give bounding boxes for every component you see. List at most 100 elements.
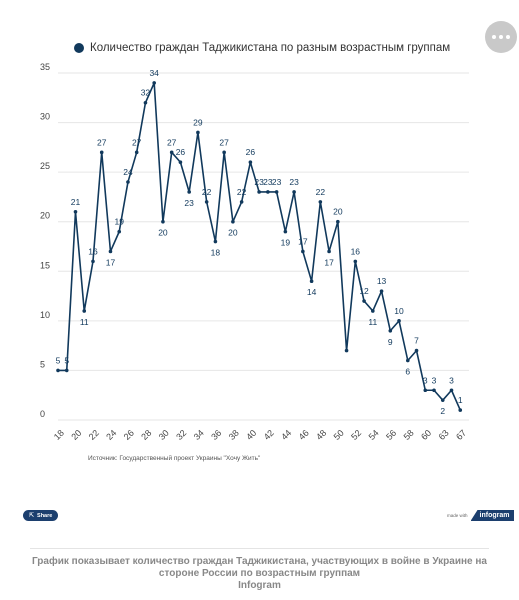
share-icon: ⇱ [29, 513, 35, 519]
data-point [344, 348, 349, 353]
data-point [449, 388, 454, 393]
x-tick-label: 46 [297, 428, 311, 442]
x-tick-label: 63 [437, 428, 451, 442]
x-tick-label: 28 [139, 428, 153, 442]
caption-line-1: График показывает количество граждан Тад… [32, 556, 487, 567]
data-point [143, 100, 148, 105]
data-label: 3 [449, 375, 454, 385]
data-point [327, 249, 331, 254]
data-point [82, 309, 87, 313]
x-tick-label: 52 [349, 428, 363, 442]
data-point [91, 259, 95, 264]
data-label: 21 [71, 197, 81, 207]
data-point [423, 388, 428, 393]
x-tick-label: 54 [367, 428, 381, 442]
data-point [309, 279, 314, 284]
x-tick-label: 50 [332, 428, 346, 442]
x-tick-label: 40 [244, 428, 258, 442]
x-tick-label: 32 [174, 428, 188, 442]
x-tick-label: 36 [209, 428, 223, 442]
share-button[interactable]: ⇱ Share [23, 510, 59, 521]
data-point [169, 150, 174, 155]
y-tick-label: 5 [40, 359, 45, 369]
data-point [318, 200, 323, 204]
data-point [213, 239, 218, 244]
data-point [161, 219, 165, 224]
data-point [187, 190, 191, 194]
data-point [257, 190, 261, 194]
data-point [239, 200, 244, 204]
x-tick-label: 20 [69, 428, 83, 442]
data-label: 23 [289, 177, 299, 187]
data-label: 16 [88, 246, 98, 256]
y-tick-label: 15 [40, 260, 50, 270]
data-label: 3 [423, 375, 428, 385]
x-tick-label: 24 [104, 428, 118, 442]
chart-legend: Количество граждан Таджикистана по разны… [74, 42, 450, 54]
infogram-logo: infogram [470, 510, 515, 521]
data-point [379, 289, 384, 293]
data-label: 3 [432, 375, 437, 385]
y-tick-label: 35 [40, 62, 50, 72]
data-point [301, 249, 305, 254]
data-label: 32 [141, 88, 151, 98]
data-point [414, 348, 419, 353]
y-tick-label: 20 [40, 211, 50, 221]
data-label: 12 [359, 286, 369, 296]
data-point [336, 219, 340, 224]
data-label: 5 [64, 355, 69, 365]
data-point [126, 180, 130, 184]
data-label: 11 [80, 317, 89, 327]
made-with-infogram-link[interactable]: made with infogram [447, 510, 515, 521]
data-label: 27 [97, 137, 107, 147]
data-label: 22 [237, 187, 247, 197]
share-label: Share [37, 512, 53, 519]
data-point [152, 81, 156, 85]
more-options-button[interactable] [485, 21, 517, 53]
data-label: 2 [440, 406, 445, 416]
data-label: 5 [56, 355, 61, 365]
data-label: 27 [132, 137, 142, 147]
x-tick-label: 26 [122, 428, 136, 442]
data-label: 23 [272, 177, 282, 187]
data-point [266, 190, 270, 194]
data-point [222, 150, 226, 155]
x-tick-label: 42 [262, 428, 276, 442]
data-label: 17 [298, 236, 308, 246]
data-label: 23 [184, 198, 194, 208]
x-tick-label: 48 [314, 428, 328, 442]
divider [30, 548, 489, 549]
data-label: 29 [193, 117, 203, 127]
y-tick-label: 10 [40, 310, 50, 320]
data-label: 6 [405, 367, 410, 377]
data-label: 20 [333, 207, 343, 217]
source-note: Источник: Государственный проект Украины… [88, 455, 261, 462]
data-label: 9 [388, 337, 393, 347]
data-label: 11 [368, 317, 377, 327]
data-label: 27 [219, 137, 229, 147]
data-point [108, 249, 113, 254]
y-tick-label: 30 [40, 112, 50, 122]
x-tick-label: 58 [402, 428, 416, 442]
data-point [405, 358, 410, 363]
data-point [362, 299, 366, 303]
data-point [64, 368, 69, 373]
made-with-label: made with [447, 513, 468, 518]
data-label: 16 [351, 246, 361, 256]
caption-line-2: стороне России по возрастным группам [158, 568, 361, 579]
data-point [56, 368, 60, 373]
data-point [458, 408, 463, 412]
data-point [283, 229, 288, 234]
data-label: 23 [254, 177, 264, 187]
data-point [440, 398, 445, 402]
data-point [292, 190, 296, 194]
x-tick-label: 22 [87, 428, 101, 442]
data-point [432, 388, 436, 393]
data-label: 17 [106, 257, 116, 267]
data-point [353, 259, 358, 264]
data-point [388, 328, 393, 333]
data-point [134, 150, 139, 155]
legend-label: Количество граждан Таджикистана по разны… [90, 42, 451, 54]
x-tick-label: 18 [52, 428, 66, 442]
data-label: 22 [202, 187, 212, 197]
